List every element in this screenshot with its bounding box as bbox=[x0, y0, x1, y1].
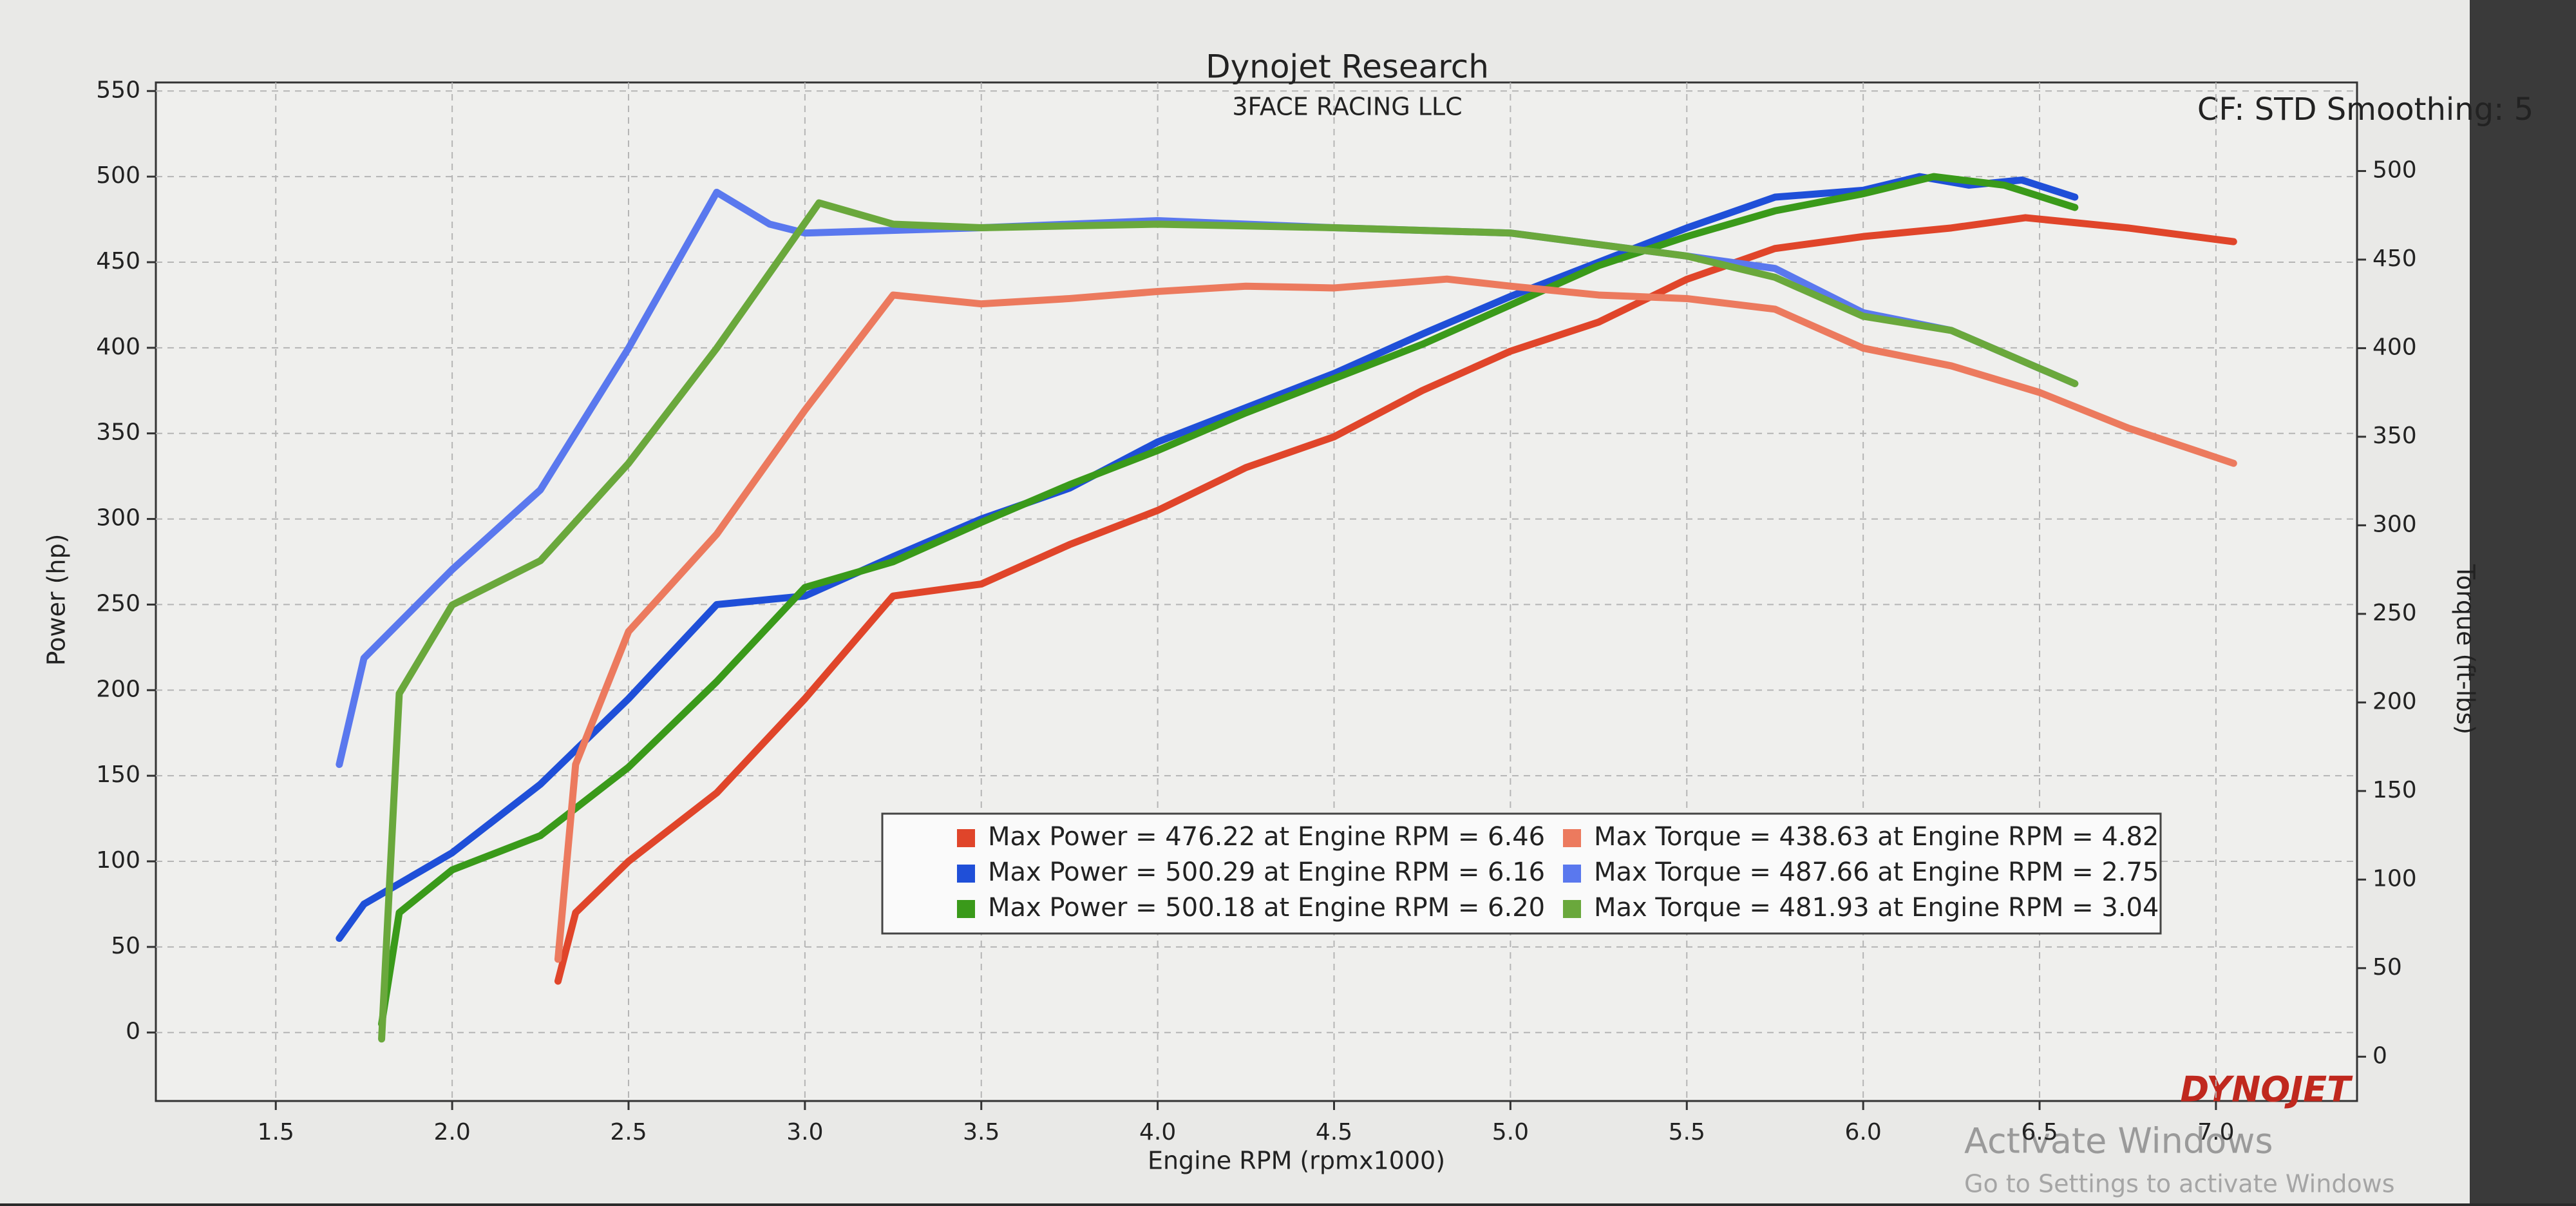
x-tick-label: 5.0 bbox=[1492, 1119, 1529, 1145]
y-tick-label: 200 bbox=[96, 676, 140, 702]
y2-tick-label: 50 bbox=[2372, 954, 2402, 981]
y-tick-label: 100 bbox=[96, 847, 140, 874]
legend-swatch bbox=[957, 829, 975, 847]
legend-label: Max Torque = 481.93 at Engine RPM = 3.04 bbox=[1594, 893, 2159, 923]
x-tick-label: 3.5 bbox=[963, 1119, 999, 1145]
legend-swatch bbox=[1563, 829, 1581, 847]
x-axis-label: Engine RPM (rpmx1000) bbox=[1148, 1147, 1445, 1175]
y2-tick-label: 0 bbox=[2372, 1042, 2387, 1069]
legend-label: Max Power = 476.22 at Engine RPM = 6.46 bbox=[988, 822, 1545, 852]
y-tick-label: 250 bbox=[96, 590, 140, 617]
x-tick-label: 3.0 bbox=[786, 1119, 823, 1145]
legend-swatch bbox=[1563, 865, 1581, 883]
y2-tick-label: 200 bbox=[2372, 688, 2417, 714]
y-tick-label: 350 bbox=[96, 419, 140, 446]
legend-swatch bbox=[957, 865, 975, 883]
legend-swatch bbox=[957, 900, 975, 918]
y-tick-label: 500 bbox=[96, 162, 140, 189]
bezel bbox=[2470, 0, 2576, 1203]
x-tick-label: 6.0 bbox=[1845, 1119, 1882, 1145]
y2-tick-label: 150 bbox=[2372, 777, 2417, 803]
y2-tick-label: 300 bbox=[2372, 511, 2417, 537]
x-tick-label: 7.0 bbox=[2197, 1119, 2234, 1145]
legend: Max Power = 476.22 at Engine RPM = 6.46 M… bbox=[881, 812, 2162, 935]
x-tick-label: 2.0 bbox=[433, 1119, 470, 1145]
x-tick-label: 2.5 bbox=[610, 1119, 647, 1145]
y2-tick-label: 250 bbox=[2372, 600, 2417, 626]
logo: DYNOJET bbox=[2180, 1069, 2353, 1110]
y-tick-label: 400 bbox=[96, 334, 140, 360]
x-tick-label: 1.5 bbox=[258, 1119, 294, 1145]
legend-label: Max Power = 500.29 at Engine RPM = 6.16 bbox=[988, 857, 1545, 887]
y2-axis-label: Torque (ft-lbs) bbox=[2452, 564, 2480, 734]
legend-box bbox=[881, 812, 2162, 935]
x-tick-label: 4.5 bbox=[1316, 1119, 1352, 1145]
y2-tick-label: 450 bbox=[2372, 245, 2417, 272]
legend-label: Max Torque = 487.66 at Engine RPM = 2.75 bbox=[1594, 857, 2159, 887]
annotation: CF: STD Smoothing: 5 bbox=[2197, 91, 2533, 128]
y-tick-label: 450 bbox=[96, 248, 140, 274]
y2-tick-label: 500 bbox=[2372, 157, 2417, 183]
series-line bbox=[554, 275, 2237, 963]
y2-tick-label: 350 bbox=[2372, 423, 2417, 449]
chart-title: Dynojet Research bbox=[1206, 48, 1489, 86]
y-tick-label: 150 bbox=[96, 761, 140, 788]
y2-tick-label: 400 bbox=[2372, 334, 2417, 360]
chart-subtitle: 3FACE RACING LLC bbox=[1232, 93, 1462, 121]
x-tick-label: 6.5 bbox=[2021, 1119, 2058, 1145]
series-line bbox=[554, 214, 2237, 985]
legend-label: Max Power = 500.18 at Engine RPM = 6.20 bbox=[988, 893, 1545, 923]
x-tick-label: 5.5 bbox=[1669, 1119, 1705, 1145]
series-line bbox=[378, 173, 2079, 1028]
y-tick-label: 50 bbox=[111, 933, 140, 959]
legend-swatch bbox=[1563, 900, 1581, 918]
y-tick-label: 0 bbox=[126, 1019, 140, 1045]
watermark-title: Activate Windows bbox=[1964, 1121, 2273, 1162]
series-line bbox=[378, 199, 2079, 1043]
y-tick-label: 550 bbox=[96, 77, 140, 103]
legend-label: Max Torque = 438.63 at Engine RPM = 4.82 bbox=[1594, 822, 2159, 852]
watermark-text: Go to Settings to activate Windows bbox=[1964, 1170, 2395, 1198]
y-axis-label: Power (hp) bbox=[43, 534, 71, 666]
y-tick-label: 300 bbox=[96, 505, 140, 531]
x-tick-label: 4.0 bbox=[1139, 1119, 1176, 1145]
y2-tick-label: 100 bbox=[2372, 865, 2417, 892]
